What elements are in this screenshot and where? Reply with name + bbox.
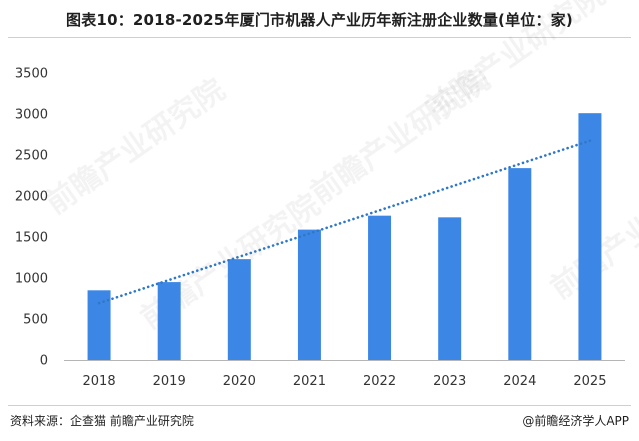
- y-tick-label: 1000: [15, 272, 48, 287]
- y-tick-label: 2000: [15, 190, 48, 205]
- y-axis-ticks: 0 500 1000 1500 2000 2500 3000 3500: [15, 67, 48, 369]
- x-tick-label: 2020: [223, 374, 256, 389]
- x-tick-label: 2021: [293, 374, 326, 389]
- y-tick-label: 2500: [15, 149, 48, 164]
- x-tick-label: 2019: [153, 374, 186, 389]
- bar-2022: [368, 215, 392, 360]
- y-tick-label: 0: [40, 354, 48, 369]
- watermark-layer: 前瞻产业研究院前瞻产业研究院前瞻产业研究院前瞻产业研究院前瞻产业研究院: [40, 0, 639, 337]
- x-tick-label: 2025: [573, 374, 606, 389]
- chart-title: 图表10：2018-2025年厦门市机器人产业历年新注册企业数量(单位：家): [66, 11, 573, 29]
- bar-2018: [87, 290, 111, 360]
- bar-2025: [578, 113, 602, 361]
- y-tick-label: 1500: [15, 231, 48, 246]
- credit-note: @前瞻经济学人APP: [522, 414, 629, 428]
- bar-2020: [227, 259, 251, 360]
- x-tick-label: 2023: [433, 374, 466, 389]
- footer-divider: [8, 405, 631, 406]
- x-axis-ticks: 2018 2019 2020 2021 2022 2023 2024 2025: [83, 374, 607, 389]
- x-tick-label: 2024: [503, 374, 536, 389]
- bar-2024: [508, 168, 532, 360]
- source-note: 资料来源：企查猫 前瞻产业研究院: [10, 414, 194, 428]
- y-tick-label: 3000: [15, 108, 48, 123]
- bar-2023: [438, 217, 462, 360]
- bar-2021: [297, 229, 321, 360]
- title-divider: [8, 37, 631, 38]
- bars: [87, 113, 602, 361]
- y-tick-label: 500: [23, 313, 48, 328]
- x-tick-label: 2022: [363, 374, 396, 389]
- x-tick-label: 2018: [83, 374, 116, 389]
- trend-line: [97, 139, 592, 305]
- watermark-text: 前瞻产业研究院: [40, 72, 232, 221]
- watermark-text: 前瞻产业研究院: [420, 0, 612, 127]
- y-tick-label: 3500: [15, 67, 48, 82]
- bar-2019: [157, 282, 181, 360]
